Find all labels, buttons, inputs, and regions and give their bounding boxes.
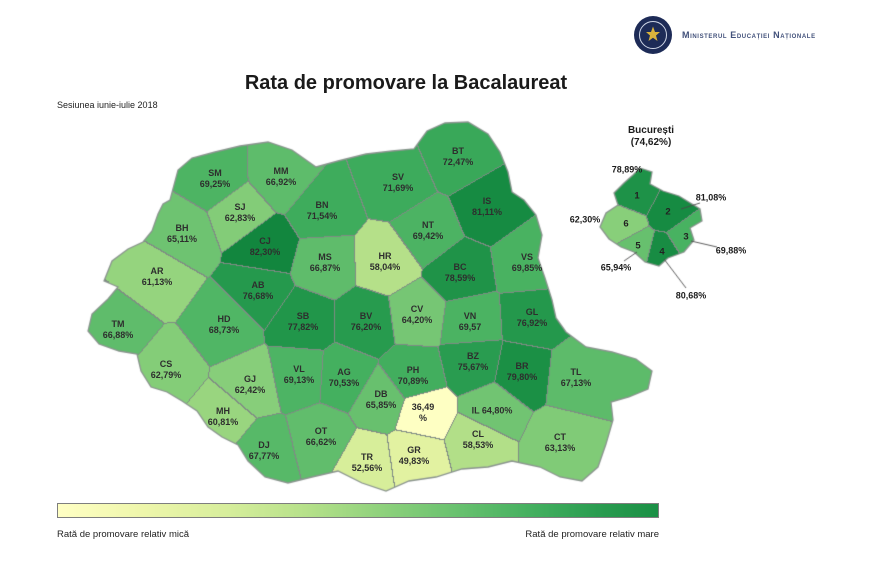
legend-high-label: Rată de promovare relativ mare (525, 529, 659, 540)
ministry-header: Ministerul Educației Naționale (633, 15, 816, 55)
legend: Rată de promovare relativ mică Rată de p… (57, 529, 659, 540)
page-title: Rata de promovare la Bacalaureat (244, 72, 568, 94)
ministry-name: Ministerul Educației Naționale (682, 30, 816, 40)
session-subtitle: Sesiunea iunie-iulie 2018 (57, 100, 158, 110)
legend-low-label: Rată de promovare relativ mică (57, 529, 189, 540)
legend-gradient-bar (57, 503, 659, 518)
ministry-logo-icon (634, 16, 672, 54)
